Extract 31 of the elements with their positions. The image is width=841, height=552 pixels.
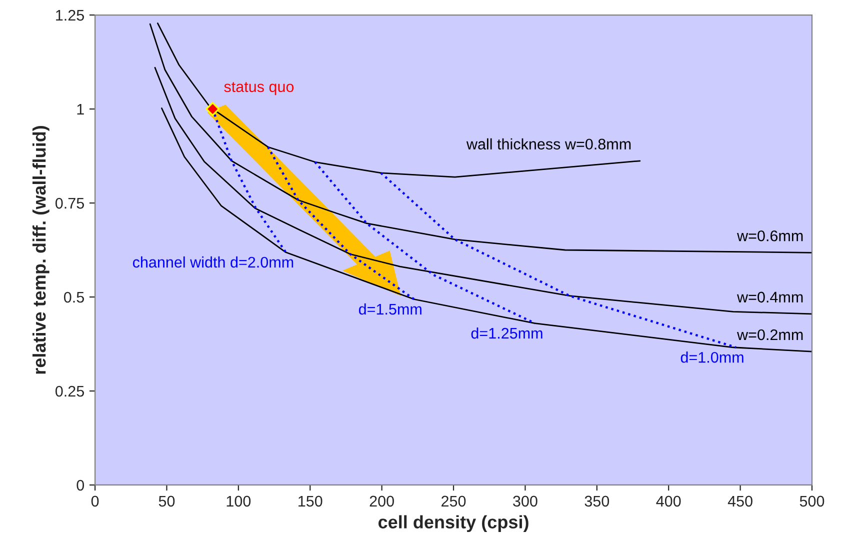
y-tick-label: 0 — [76, 480, 84, 491]
y-tick-label: 0.5 — [64, 292, 84, 303]
line-series — [314, 160, 536, 324]
x-tick-label: 50 — [158, 496, 175, 507]
y-tick-label: 1 — [77, 104, 84, 115]
x-tick-label: 200 — [370, 496, 394, 507]
series-label: wall thickness w=0.8mm — [466, 138, 631, 150]
x-tick-label: 500 — [800, 496, 824, 507]
x-tick-label: 450 — [728, 496, 752, 507]
x-tick-label: 100 — [226, 496, 251, 507]
series-label: w=0.4mm — [736, 292, 803, 303]
x-tick-label: 150 — [298, 496, 322, 507]
series-label: d=1.0mm — [680, 352, 744, 363]
line-series — [149, 23, 812, 254]
x-tick-label: 300 — [513, 496, 538, 507]
series-label: d=1.5mm — [358, 303, 422, 315]
y-tick-label: 1.25 — [56, 10, 84, 21]
x-tick-label: 0 — [91, 496, 99, 507]
x-tick-label: 350 — [584, 496, 610, 507]
x-tick-label: 250 — [442, 496, 466, 507]
y-axis-title: relative temp. diff. (wall-fluid) — [32, 126, 50, 374]
line-series — [157, 22, 641, 178]
series-label: w=0.6mm — [736, 230, 803, 242]
series-label: w=0.2mm — [736, 329, 803, 340]
series-label: status quo — [224, 82, 294, 96]
x-tick-label: 400 — [656, 496, 681, 507]
y-tick-label: 0.25 — [55, 386, 84, 397]
series-label: d=1.25mm — [471, 327, 542, 339]
x-axis-title: cell density (cpsi) — [378, 515, 528, 532]
y-tick-label: 0.75 — [55, 198, 84, 209]
series-label: channel width d=2.0mm — [132, 256, 294, 268]
